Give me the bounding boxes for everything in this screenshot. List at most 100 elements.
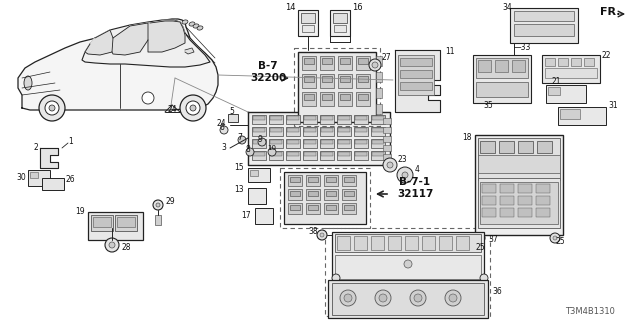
- Bar: [253, 116, 265, 120]
- Bar: [356, 56, 370, 70]
- Bar: [326, 177, 336, 182]
- Bar: [306, 189, 320, 200]
- Bar: [510, 8, 578, 43]
- Bar: [324, 203, 338, 214]
- Bar: [91, 215, 113, 231]
- Bar: [358, 76, 368, 82]
- Circle shape: [475, 233, 485, 243]
- Bar: [270, 116, 282, 120]
- Text: 31: 31: [608, 101, 618, 110]
- Circle shape: [180, 95, 206, 121]
- Bar: [478, 60, 491, 72]
- Text: 23: 23: [398, 156, 408, 164]
- Bar: [376, 56, 382, 66]
- Bar: [298, 52, 376, 122]
- Circle shape: [414, 294, 422, 302]
- Bar: [270, 152, 282, 156]
- Polygon shape: [148, 21, 185, 52]
- Polygon shape: [85, 30, 113, 55]
- Circle shape: [153, 200, 163, 210]
- Text: 9: 9: [257, 135, 262, 145]
- Bar: [342, 203, 356, 214]
- Bar: [252, 115, 266, 124]
- Bar: [255, 208, 273, 224]
- Bar: [512, 60, 525, 72]
- Bar: [342, 175, 356, 186]
- Bar: [117, 217, 135, 227]
- Bar: [304, 76, 314, 82]
- Circle shape: [397, 167, 413, 183]
- Bar: [376, 104, 382, 114]
- Bar: [371, 151, 385, 160]
- Bar: [320, 139, 334, 148]
- Polygon shape: [395, 50, 440, 112]
- Bar: [303, 139, 317, 148]
- Bar: [253, 128, 265, 132]
- Bar: [322, 76, 332, 82]
- Bar: [480, 182, 558, 224]
- Bar: [545, 68, 597, 78]
- Bar: [330, 10, 350, 36]
- Bar: [337, 151, 351, 160]
- Bar: [320, 56, 334, 70]
- Text: FR.: FR.: [600, 7, 620, 17]
- Bar: [337, 127, 351, 136]
- Bar: [304, 116, 316, 120]
- Bar: [478, 178, 560, 228]
- Bar: [548, 87, 560, 95]
- Bar: [358, 58, 368, 64]
- Bar: [560, 109, 580, 119]
- Bar: [342, 189, 356, 200]
- Text: —33: —33: [514, 44, 531, 52]
- Text: 37: 37: [488, 236, 498, 244]
- Bar: [482, 184, 496, 193]
- Bar: [301, 13, 315, 23]
- Bar: [383, 136, 391, 142]
- Bar: [287, 128, 299, 132]
- Bar: [302, 56, 316, 70]
- Text: B-7-1
32117: B-7-1 32117: [397, 177, 433, 199]
- Circle shape: [332, 274, 340, 282]
- Text: 36: 36: [492, 287, 502, 297]
- Bar: [383, 127, 391, 133]
- Bar: [304, 58, 314, 64]
- Bar: [253, 140, 265, 144]
- Ellipse shape: [182, 20, 188, 24]
- Bar: [320, 127, 334, 136]
- Bar: [308, 205, 318, 210]
- Circle shape: [220, 126, 228, 134]
- Bar: [499, 141, 514, 153]
- Bar: [320, 151, 334, 160]
- Circle shape: [258, 138, 266, 146]
- Bar: [475, 135, 563, 235]
- Text: 30: 30: [16, 173, 26, 182]
- Bar: [400, 82, 432, 90]
- Bar: [270, 128, 282, 132]
- Bar: [321, 152, 333, 156]
- Circle shape: [105, 238, 119, 252]
- Bar: [482, 196, 496, 205]
- Bar: [288, 189, 302, 200]
- Text: 27: 27: [382, 53, 392, 62]
- Text: 25: 25: [556, 237, 566, 246]
- Bar: [495, 60, 508, 72]
- Bar: [270, 140, 282, 144]
- Text: 6: 6: [220, 124, 225, 132]
- Bar: [303, 127, 317, 136]
- Bar: [355, 116, 367, 120]
- Bar: [88, 212, 143, 240]
- Bar: [322, 58, 332, 64]
- Bar: [405, 236, 418, 250]
- Text: 22: 22: [602, 51, 611, 60]
- Bar: [269, 127, 283, 136]
- Circle shape: [238, 136, 246, 144]
- Bar: [518, 208, 532, 217]
- Bar: [338, 116, 350, 120]
- Bar: [290, 177, 300, 182]
- Bar: [344, 205, 354, 210]
- Circle shape: [49, 105, 55, 111]
- Circle shape: [320, 233, 324, 237]
- Bar: [383, 154, 391, 160]
- Circle shape: [186, 101, 200, 115]
- Bar: [332, 232, 484, 284]
